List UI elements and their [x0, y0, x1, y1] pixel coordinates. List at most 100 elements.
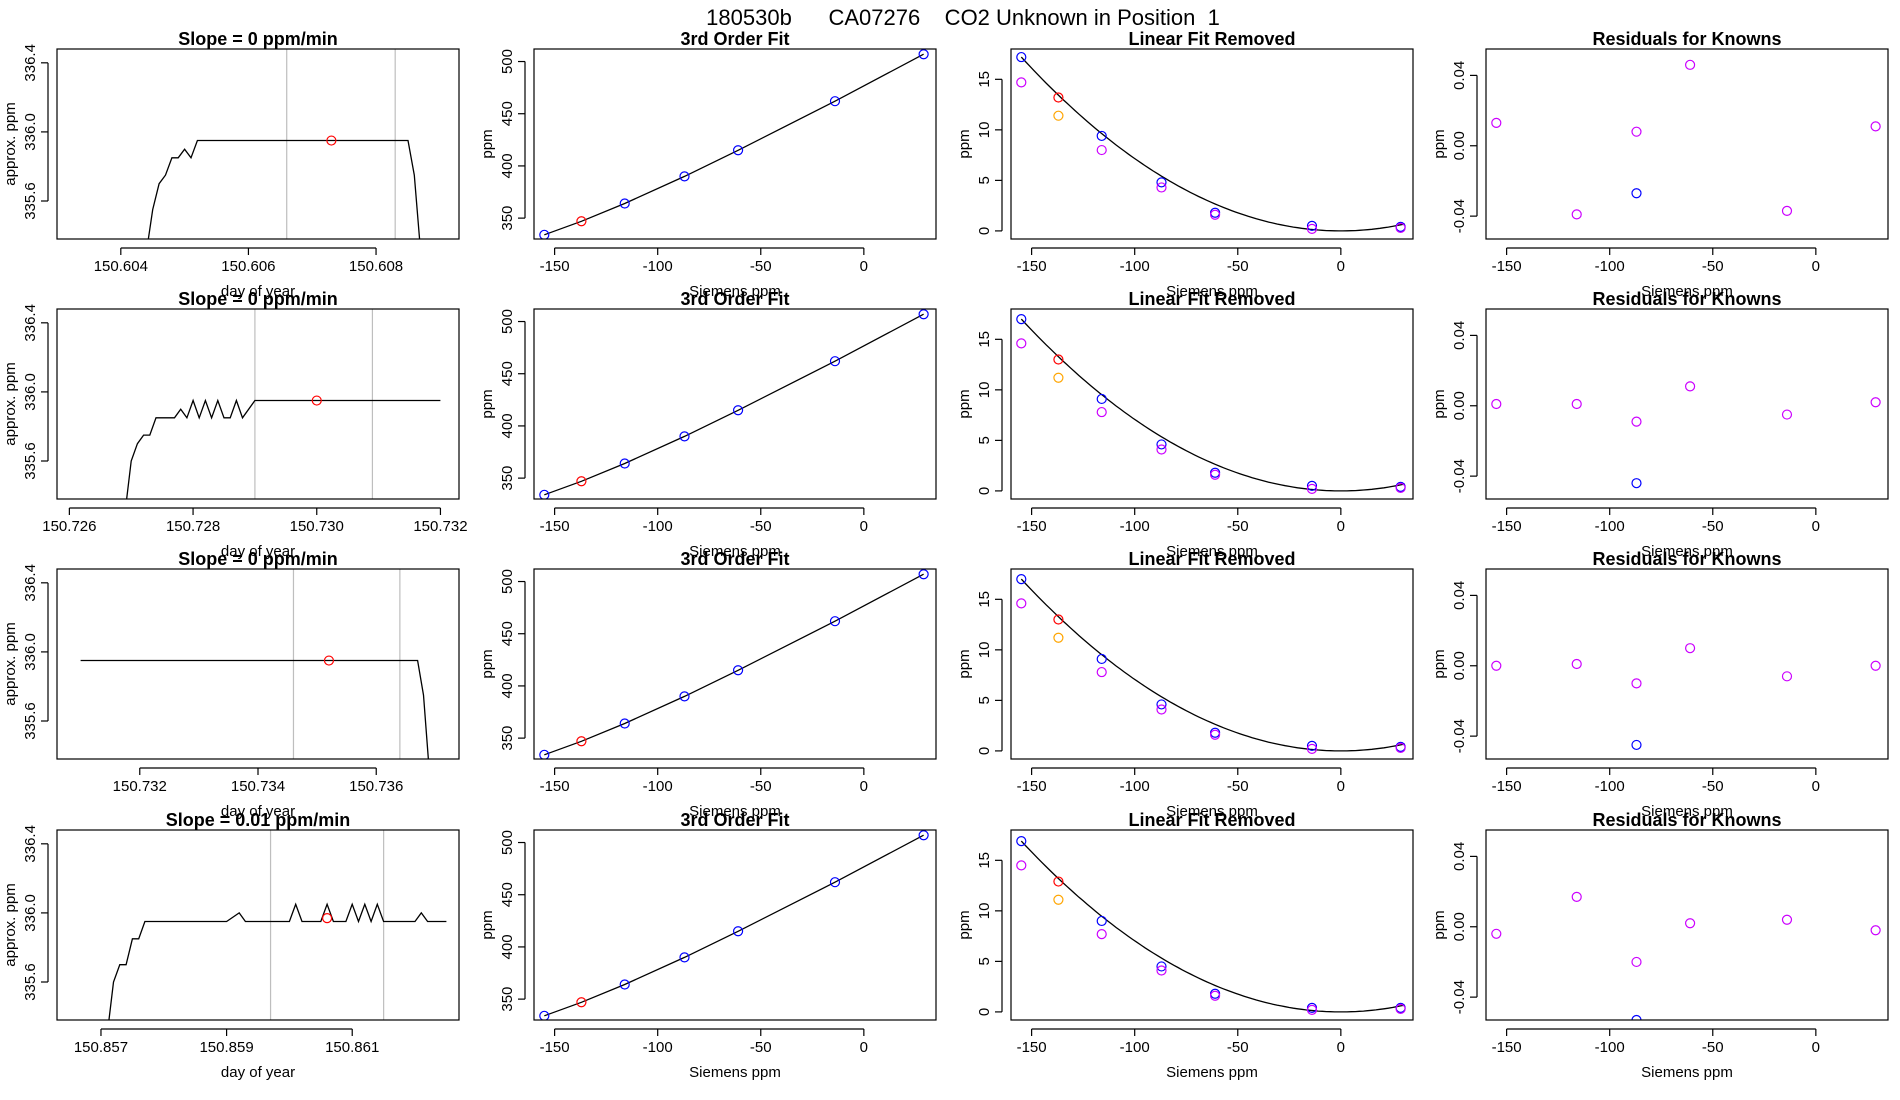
x-tick-label: -50: [1702, 518, 1724, 535]
x-tick-label: -150: [1492, 518, 1522, 535]
x-tick-label: -50: [750, 1039, 772, 1056]
data-point-magenta: [1491, 928, 1502, 939]
plot-data: [1016, 314, 1406, 494]
x-tick-label: 0: [1337, 778, 1345, 795]
data-point-blue: [1016, 314, 1027, 325]
panel-title: Slope = 0 ppm/min: [178, 549, 338, 569]
data-point-blue: [1156, 699, 1167, 710]
data-point-blue: [732, 145, 744, 156]
y-tick-label: 15: [976, 591, 993, 608]
panel-title: 3rd Order Fit: [680, 810, 789, 830]
data-point-magenta: [1209, 990, 1221, 1001]
y-tick-label: 400: [499, 673, 516, 698]
x-tick-label: 150.732: [413, 518, 467, 535]
y-axis-label: ppm: [956, 910, 973, 939]
plot-frame: [1010, 568, 1414, 760]
x-tick-label: 0: [1337, 1039, 1345, 1056]
data-point-blue: [679, 952, 690, 963]
plot-frame: [1485, 308, 1889, 500]
y-axis-label: ppm: [956, 389, 973, 418]
data-point-magenta: [1781, 409, 1793, 420]
x-tick-label: 0: [860, 258, 868, 275]
data-point-red: [323, 655, 335, 666]
data-point-orange: [1053, 632, 1064, 643]
x-axis-label: day of year: [221, 803, 295, 820]
x-tick-label: -50: [1227, 778, 1249, 795]
data-point-red: [576, 736, 587, 747]
data-point-blue: [1016, 51, 1027, 63]
plot-frame: [1485, 568, 1889, 760]
y-tick-label: 336.0: [22, 113, 39, 151]
y-tick-label: 0.04: [1451, 581, 1468, 610]
data-point-red: [576, 997, 587, 1008]
data-point-blue: [619, 198, 630, 209]
data-point-magenta: [1306, 1004, 1318, 1015]
y-tick-label: 500: [499, 49, 516, 74]
panel-0-2: Linear Fit Removed -150 -100 -50 0 Siemens pp…: [956, 29, 1414, 300]
y-tick-label: 5: [976, 696, 993, 704]
x-tick-label: -100: [1120, 258, 1150, 275]
y-tick-label: 336.0: [22, 894, 39, 932]
data-point-blue: [1631, 1014, 1642, 1020]
plot-data: [539, 309, 929, 499]
x-axis-label: Siemens ppm: [689, 283, 781, 300]
y-tick-label: 0.04: [1451, 61, 1468, 90]
y-tick-label: 0: [976, 487, 993, 495]
plot-data: [1016, 51, 1406, 234]
y-tick-label: 10: [976, 122, 993, 139]
data-point-magenta: [1491, 660, 1502, 671]
x-tick-label: 150.608: [349, 258, 403, 275]
data-point-magenta: [1781, 914, 1793, 925]
x-axis-label: Siemens ppm: [1166, 283, 1258, 300]
data-point-blue: [539, 1010, 550, 1020]
data-point-orange: [1053, 894, 1064, 905]
data-point-magenta: [1870, 397, 1881, 408]
x-tick-label: 150.859: [199, 1039, 253, 1056]
y-tick-label: 400: [499, 934, 516, 959]
x-tick-label: 150.736: [349, 778, 403, 795]
y-axis-label: ppm: [1431, 389, 1448, 418]
x-tick-label: -150: [540, 778, 570, 795]
x-tick-label: -50: [1702, 258, 1724, 275]
data-point-orange: [1053, 372, 1064, 383]
data-point-red: [1053, 354, 1064, 365]
x-tick-label: -100: [643, 1039, 673, 1056]
data-point-magenta: [1684, 381, 1696, 392]
data-point-blue: [619, 458, 630, 469]
y-tick-label: 10: [976, 642, 993, 659]
x-tick-label: -50: [1227, 518, 1249, 535]
x-axis-label: day of year: [221, 543, 295, 560]
data-point-blue: [732, 926, 744, 937]
y-tick-label: 350: [499, 726, 516, 751]
x-tick-label: -150: [1492, 258, 1522, 275]
fit-curve: [544, 834, 924, 1017]
data-point-magenta: [1209, 469, 1221, 480]
data-point-magenta: [1209, 209, 1221, 220]
x-tick-label: -100: [1595, 518, 1625, 535]
plot-frame: [1485, 829, 1889, 1021]
x-tick-label: -100: [1120, 518, 1150, 535]
data-point-blue: [1306, 480, 1318, 491]
x-tick-label: 150.604: [94, 258, 148, 275]
plot-frame: [533, 308, 937, 500]
data-point-magenta: [1096, 666, 1107, 678]
panel-title: 3rd Order Fit: [680, 29, 789, 49]
data-point-blue: [1209, 988, 1221, 999]
panel-3-2: Linear Fit Removed -150 -100 -50 0 Siemens pp…: [956, 810, 1414, 1081]
panel-0-0: Slope = 0 ppm/min 150.604 150.606 150.608 da…: [2, 29, 460, 300]
y-tick-label: 0.00: [1451, 391, 1468, 420]
panel-title: 3rd Order Fit: [680, 289, 789, 309]
data-point-blue: [539, 489, 550, 499]
data-point-magenta: [1156, 444, 1167, 455]
y-tick-label: 335.6: [22, 963, 39, 1001]
x-tick-label: 0: [860, 1039, 868, 1056]
data-point-magenta: [1870, 121, 1881, 132]
x-axis-label: Siemens ppm: [1166, 1064, 1258, 1081]
y-tick-label: 350: [499, 987, 516, 1012]
x-tick-label: -100: [643, 518, 673, 535]
x-tick-label: 0: [860, 778, 868, 795]
data-point-blue: [679, 171, 690, 182]
data-point-magenta: [1631, 956, 1642, 968]
